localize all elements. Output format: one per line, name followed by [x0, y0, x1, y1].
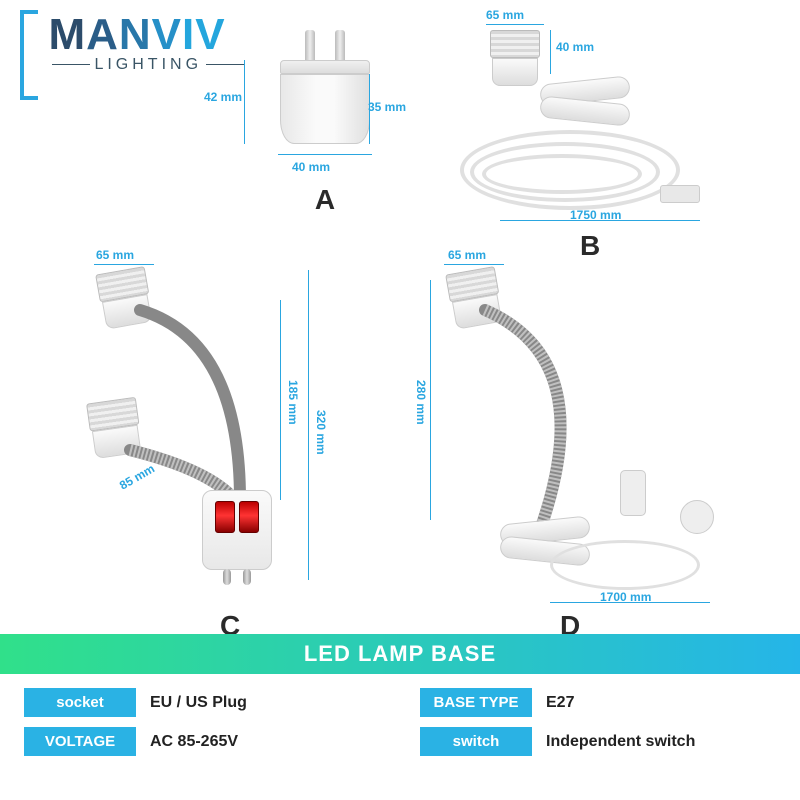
- spec-row: VOLTAGE AC 85-265V: [24, 727, 380, 756]
- spec-key: VOLTAGE: [24, 727, 136, 756]
- spec-row: socket EU / US Plug: [24, 688, 380, 717]
- spec-val: EU / US Plug: [150, 694, 247, 712]
- product-grid: 42 mm 35 mm 40 mm A 65 mm 40 mm 1750 mm …: [0, 20, 800, 660]
- spec-val: AC 85-265V: [150, 733, 238, 751]
- product-a-label: A: [250, 184, 400, 216]
- dim-b-socket-h: 40 mm: [556, 40, 594, 54]
- spec-row: switch Independent switch: [420, 727, 776, 756]
- spec-title: LED LAMP BASE: [0, 634, 800, 674]
- dim-c-socketw: 65 mm: [96, 248, 134, 262]
- dim-d-cord: 1700 mm: [600, 590, 651, 604]
- spec-key: BASE TYPE: [420, 688, 532, 717]
- toggle-switch: [215, 501, 235, 533]
- dim-b-cord: 1750 mm: [570, 208, 621, 222]
- product-b-label: B: [580, 230, 600, 262]
- us-plug-icon: [660, 185, 700, 203]
- eu-plug-icon: [680, 500, 714, 534]
- product-d: 65 mm 280 mm 1700 mm D: [420, 270, 740, 650]
- spec-key: switch: [420, 727, 532, 756]
- spec-val: Independent switch: [546, 733, 695, 751]
- dim-c-total: 320 mm: [314, 410, 328, 455]
- dim-a-width: 40 mm: [292, 160, 330, 174]
- clip-b: [530, 70, 650, 140]
- inline-switch-icon: [620, 470, 646, 516]
- dim-d-neck: 280 mm: [414, 380, 428, 425]
- dim-c-longneck: 185 mm: [286, 380, 300, 425]
- product-a: 42 mm 35 mm 40 mm A: [250, 30, 400, 230]
- dim-d-socketw: 65 mm: [448, 248, 486, 262]
- product-b: 65 mm 40 mm 1750 mm B: [430, 30, 770, 260]
- dim-a-base-h: 35 mm: [368, 100, 406, 114]
- product-c: 65 mm 85 mm 185 mm 320 mm C: [80, 270, 360, 650]
- switch-box-c: [202, 490, 272, 570]
- dim-a-height: 42 mm: [204, 90, 242, 104]
- toggle-switch: [239, 501, 259, 533]
- spec-table: LED LAMP BASE socket EU / US Plug BASE TYP…: [0, 634, 800, 800]
- plug-adapter: [280, 30, 370, 144]
- spec-val: E27: [546, 694, 574, 712]
- dim-b-socket-w: 65 mm: [486, 8, 524, 22]
- spec-key: socket: [24, 688, 136, 717]
- spec-row: BASE TYPE E27: [420, 688, 776, 717]
